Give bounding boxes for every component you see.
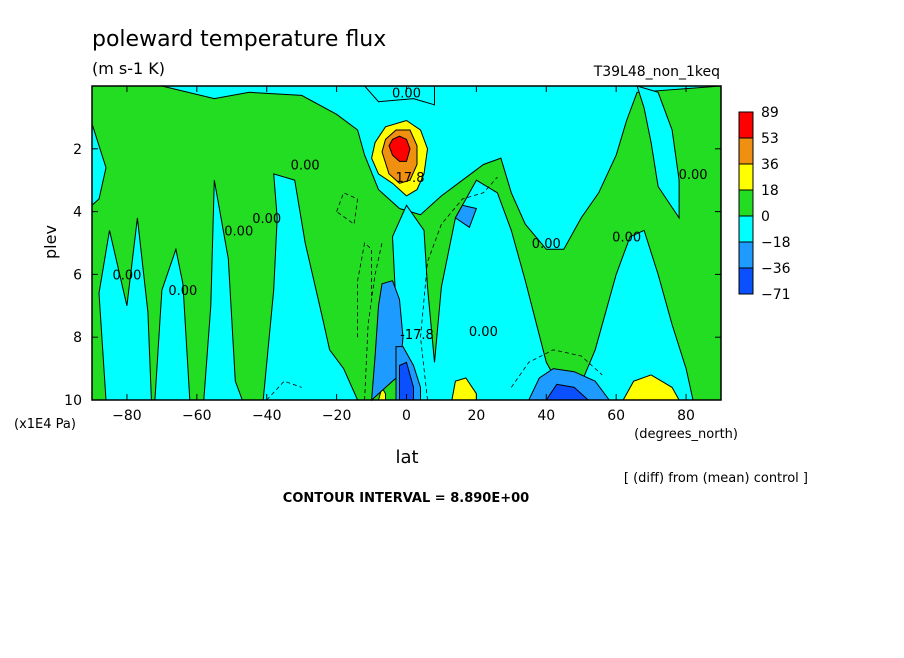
contour-label: 0.00 [532, 237, 561, 252]
y-tick-label: 4 [73, 205, 82, 221]
colorbar-label: −71 [761, 287, 791, 303]
y-axis: 2 4 6 8 10 [64, 142, 721, 409]
contour-label: 0.00 [679, 168, 708, 183]
x-tick-label: 20 [467, 408, 485, 424]
negative-contour-line-3 [364, 242, 383, 401]
colorbar-label: 89 [761, 105, 779, 121]
contour-labels: 0.000.000.000.000.000.000.00 0.000.000.00… [112, 86, 707, 343]
negative-contour-line-4 [420, 176, 498, 401]
contour-region-3 [98, 217, 152, 401]
plot-area: 0.000.000.000.000.000.000.00 0.000.000.00… [91, 85, 722, 402]
negative-contour-line-5 [510, 349, 603, 388]
y-axis-units: (x1E4 Pa) [14, 417, 76, 432]
colorbar-swatch [738, 111, 754, 139]
contour-regions [91, 85, 722, 402]
x-axis: −80 −60 −40 −20 0 20 40 60 80 [112, 86, 695, 424]
contour-label: 0.00 [392, 86, 421, 101]
y-tick-label: 6 [73, 267, 82, 283]
y-tick-label: 10 [64, 393, 82, 409]
contour-label: 0.00 [291, 159, 320, 174]
contour-label: 0.00 [469, 325, 498, 340]
negative-contour-lines [266, 176, 603, 401]
chart-title: poleward temperature flux [92, 27, 386, 52]
x-tick-label: −40 [252, 408, 282, 424]
x-tick-label: 0 [402, 408, 411, 424]
contour-label: 0.00 [168, 284, 197, 299]
note-text: [ (diff) from (mean) control ] [624, 471, 808, 486]
x-axis-units: (degrees_north) [634, 427, 738, 442]
x-tick-label: 60 [607, 408, 625, 424]
contour-label: 0.00 [224, 224, 253, 239]
colorbar-label: 18 [761, 183, 779, 199]
contour-label: -17.8 [400, 328, 434, 343]
contour-label: 0.00 [612, 231, 641, 246]
colorbar-label: −18 [761, 235, 791, 251]
y-tick-label: 8 [73, 330, 82, 346]
contour-label: 0.00 [252, 212, 281, 227]
x-tick-label: 40 [537, 408, 555, 424]
x-tick-label: −20 [322, 408, 352, 424]
x-tick-label: 80 [677, 408, 695, 424]
colorbar-label: 36 [761, 157, 779, 173]
negative-contour-line-1 [336, 192, 359, 225]
contour-label: 17.8 [396, 171, 425, 186]
chart-units: (m s-1 K) [92, 59, 165, 78]
contour-region-6 [262, 173, 359, 401]
contour-interval-text: CONTOUR INTERVAL = 8.890E+00 [283, 491, 529, 506]
x-tick-label: −60 [182, 408, 212, 424]
colorbar-swatch [738, 189, 754, 217]
run-label: T39L48_non_1keq [593, 64, 720, 80]
contour-region-13 [388, 135, 411, 162]
contour-region-9 [573, 229, 694, 401]
contour-region-20 [454, 204, 478, 229]
negative-contour-line-6 [266, 380, 302, 401]
x-axis-label: lat [395, 447, 418, 468]
colorbar-swatch [738, 137, 754, 165]
negative-contour-line-2 [357, 242, 373, 338]
y-tick-label: 2 [73, 142, 82, 158]
colorbar-swatch [738, 267, 754, 295]
y-axis-label: plev [41, 225, 60, 259]
contour-label: 0.00 [112, 268, 141, 283]
x-tick-label: −80 [112, 408, 142, 424]
colorbar-swatch [738, 215, 754, 243]
colorbar-swatch [738, 163, 754, 191]
colorbar-swatch [738, 241, 754, 269]
colorbar-label: 0 [761, 209, 770, 225]
colorbar: 89 53 36 18 0 −18 −36 −71 [738, 105, 791, 303]
colorbar-label: 53 [761, 131, 779, 147]
contour-region-10 [636, 85, 680, 220]
colorbar-label: −36 [761, 261, 791, 277]
